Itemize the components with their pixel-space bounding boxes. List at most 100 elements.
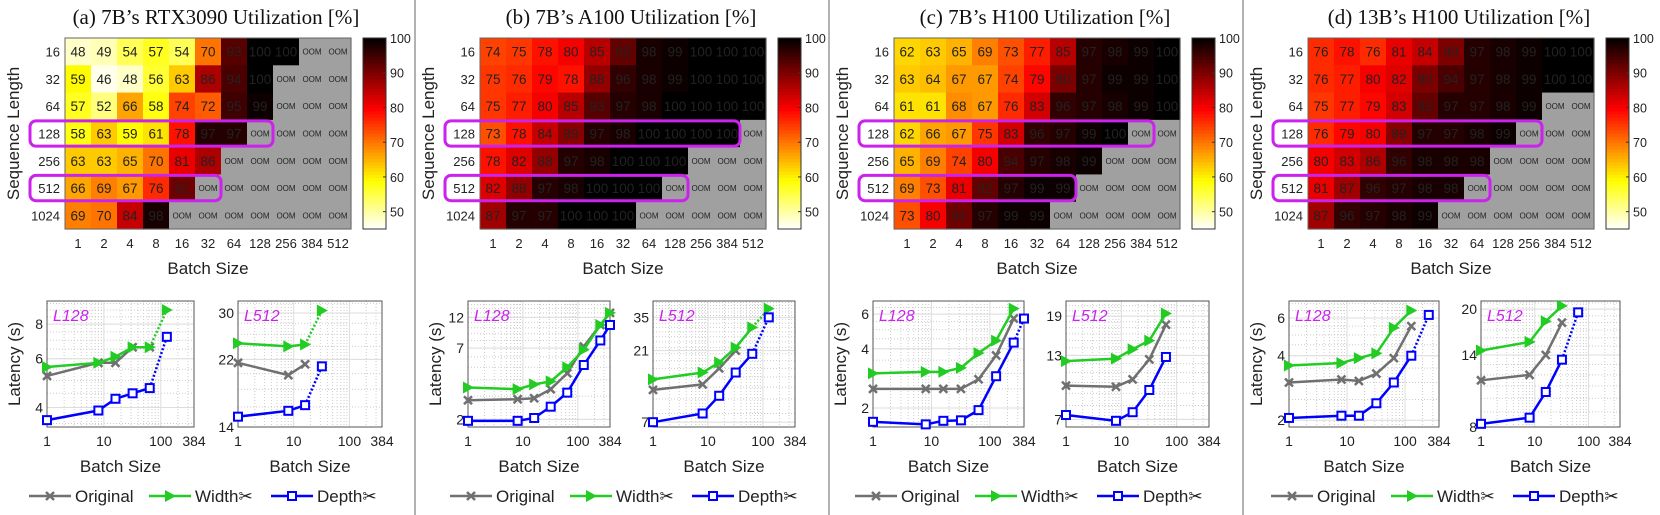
latency-plot-L128: 1 10 100 384 2 4 6 Batch Size Latency (s) L128 — [1247, 300, 1451, 476]
colorbar-segment — [1192, 149, 1215, 154]
data-point-depth — [1061, 410, 1071, 421]
col-tick-label: 256 — [1104, 236, 1126, 251]
heatmap-cell-label: 98 — [1443, 181, 1458, 196]
colorbar-segment — [1606, 197, 1629, 201]
heatmap-cell-label: 78 — [174, 127, 189, 142]
heatmap-cell — [247, 201, 274, 230]
legend-label-depth: Depth✂ — [738, 487, 798, 506]
heatmap-cell — [273, 38, 300, 66]
legend-marker-x-icon — [871, 491, 881, 501]
heatmap-cell-label: 94 — [226, 72, 242, 87]
data-point-width — [1388, 321, 1400, 334]
colorbar-segment — [1606, 139, 1629, 144]
heatmap-cell — [506, 92, 533, 121]
heatmap-cell — [1308, 38, 1335, 66]
colorbar-segment — [363, 53, 386, 58]
colorbar-segment — [1192, 108, 1215, 112]
row-tick-label: 256 — [38, 154, 60, 169]
panel-d: (d) 13B’s H100 Utilization [%]76 78 76 81 84… — [1247, 5, 1654, 506]
colorbar-segment — [1192, 209, 1215, 214]
data-point-width — [605, 306, 616, 319]
heatmap-cell-label: OOM — [250, 184, 269, 193]
heatmap-cell-label: 78 — [563, 72, 578, 87]
heatmap-cell-label: 75 — [1313, 99, 1328, 114]
colorbar: 50 60 70 80 90 100 — [1605, 32, 1654, 230]
colorbar-segment — [1606, 155, 1629, 160]
heatmap-cell-label: OOM — [1519, 157, 1538, 166]
heatmap-cell — [299, 38, 326, 66]
heatmap-cell-label: 75 — [511, 45, 526, 60]
heatmap-cell-label: 67 — [122, 181, 137, 196]
heatmap-cell — [91, 38, 118, 66]
heatmap-cell-label: OOM — [691, 211, 710, 220]
heatmap-cell-label: 83 — [1003, 127, 1018, 142]
colorbar-segment — [1192, 187, 1215, 192]
colorbar-segment — [1192, 130, 1215, 134]
data-point-depth — [1127, 407, 1138, 418]
heatmap-title: (d) 13B’s H100 Utilization [%] — [1328, 5, 1590, 29]
data-point-depth — [1540, 387, 1551, 398]
heatmap-cell — [1024, 38, 1051, 66]
heatmap-cell-label: 80 — [1313, 154, 1328, 169]
heatmap-cell-label: 66 — [925, 127, 940, 142]
data-point-width — [316, 304, 328, 317]
heatmap-cell-label: 97 — [1365, 208, 1380, 223]
heatmap-cell — [273, 201, 300, 230]
data-point-width — [1556, 299, 1568, 312]
heatmap-cell-label: 90 — [1055, 72, 1070, 87]
heatmap-cell — [299, 201, 326, 230]
colorbar-segment — [363, 79, 386, 84]
heatmap-cell — [998, 92, 1025, 121]
colorbar-segment — [363, 76, 386, 80]
colorbar-segment — [363, 57, 386, 61]
heatmap-cell-label: 97 — [200, 127, 215, 142]
heatmap-cell — [247, 147, 274, 176]
heatmap-cell — [169, 65, 196, 94]
heatmap-cell-label: 86 — [200, 72, 215, 87]
heatmap-cell — [662, 65, 689, 94]
heatmap-cell — [972, 38, 999, 66]
heatmap-cell-label: 99 — [667, 72, 682, 87]
heatmap-cell — [117, 174, 144, 203]
colorbar-tick-label: 100 — [1219, 32, 1240, 46]
heatmap-cell — [610, 65, 637, 94]
data-point-width — [763, 302, 775, 315]
heatmap-cell-label: 100 — [1104, 127, 1127, 142]
colorbar-segment — [1192, 222, 1215, 227]
data-point-width — [697, 366, 709, 379]
heatmap-cell — [946, 147, 973, 176]
series-line-original — [652, 349, 737, 392]
heatmap-cell-label: OOM — [1105, 211, 1124, 220]
heatmap-xlabel: Batch Size — [167, 259, 248, 278]
data-point-width — [42, 361, 53, 374]
heatmap-cell — [1516, 38, 1543, 66]
heatmap-cell-label: 97 — [1417, 127, 1432, 142]
heatmap-cell-label: 98 — [1443, 154, 1458, 169]
colorbar-segment — [363, 44, 386, 49]
heatmap-cell-label: 100 — [690, 45, 713, 60]
heatmap-cell — [662, 174, 689, 203]
colorbar-tick-label: 90 — [1219, 67, 1233, 81]
data-point-width — [1336, 356, 1348, 369]
heatmap-cell — [1076, 174, 1103, 203]
heatmap-cell — [714, 65, 741, 94]
col-tick-label: 64 — [1470, 236, 1484, 251]
heatmap-cell — [636, 65, 663, 94]
heatmap-cell — [1490, 174, 1517, 203]
heatmap-cell — [1464, 92, 1491, 121]
heatmap-cell-label: 58 — [148, 99, 163, 114]
heatmap-cell — [636, 174, 663, 203]
data-point-original — [300, 359, 310, 370]
heatmap-cell — [1024, 92, 1051, 121]
heatmap-cell — [1308, 201, 1335, 230]
colorbar-segment — [1192, 181, 1215, 185]
colorbar-segment — [363, 206, 386, 211]
heatmap-cell-label: OOM — [276, 130, 295, 139]
heatmap-cell-label: OOM — [250, 157, 269, 166]
data-point-original — [283, 370, 294, 381]
row-tick-label: 64 — [875, 99, 889, 114]
legend-marker-x-icon — [1287, 491, 1297, 501]
colorbar-segment — [1606, 38, 1629, 42]
heatmap-cell-label: 56 — [148, 72, 163, 87]
heatmap-cell — [273, 174, 300, 203]
